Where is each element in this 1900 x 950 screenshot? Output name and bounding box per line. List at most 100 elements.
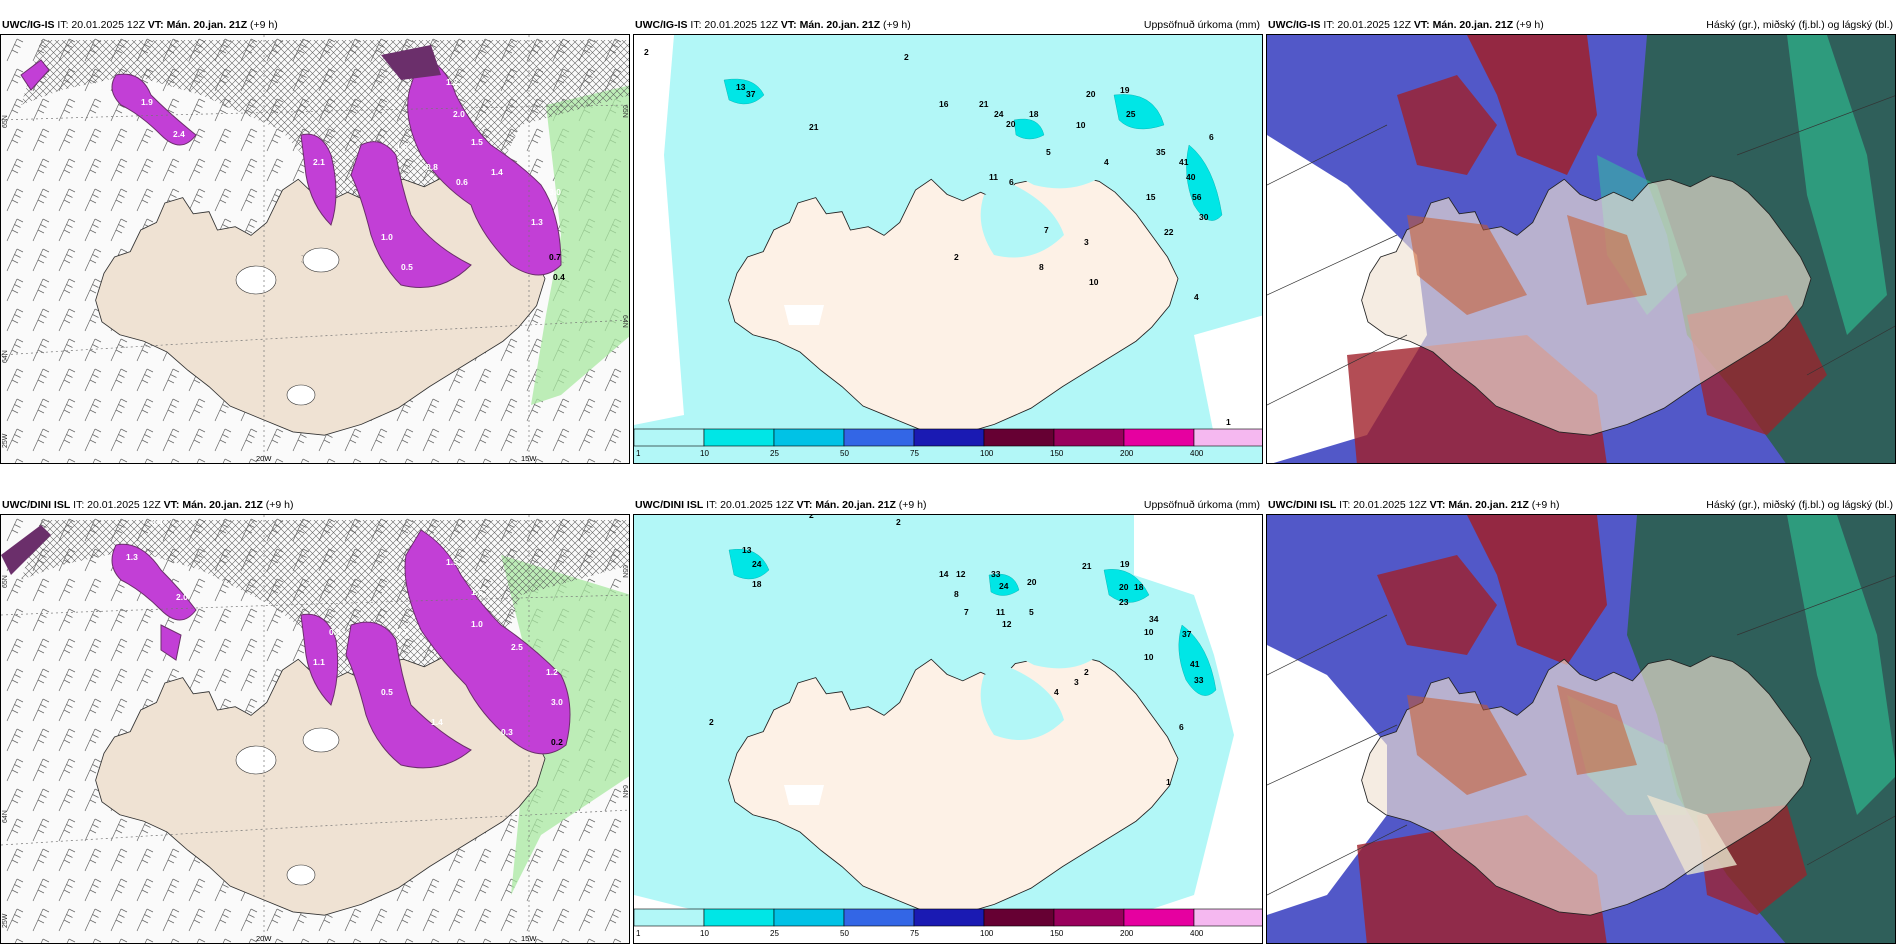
- lon-label: 15W: [521, 934, 537, 943]
- panel-header: UWC/IG-IS IT: 20.01.2025 12Z VT: Mán. 20…: [1266, 16, 1896, 34]
- precip-value: 41: [1179, 157, 1189, 167]
- precip-map: 2 2 13 24 18 14 12 33 24 20 21 19 20 18 …: [634, 515, 1262, 943]
- colorbar-tick-label: 400: [1190, 929, 1204, 938]
- precip-value: 10: [1076, 120, 1086, 130]
- colorbar-tick-label: 75: [910, 449, 919, 458]
- precip-value: 1.0: [381, 232, 393, 242]
- colorbar-swatch: [1193, 428, 1262, 447]
- lead-time: (+9 h): [1531, 499, 1560, 511]
- colorbar-swatch: [1053, 428, 1125, 447]
- colorbar-swatch: [913, 908, 985, 927]
- lon-edge-label: 25W: [2, 913, 9, 928]
- model-name: UWC/DINI ISL: [2, 499, 71, 511]
- map-frame[interactable]: [1266, 514, 1896, 944]
- colorbar-tick-label: 200: [1120, 449, 1134, 458]
- precip-value: 7: [964, 607, 969, 617]
- precip-value: 34: [1149, 614, 1159, 624]
- precip-value: 3.0: [549, 187, 561, 197]
- colorbar-tick-label: 150: [1050, 929, 1064, 938]
- precip-band-dark: [381, 45, 441, 80]
- lat-label-right: 65N: [621, 565, 628, 578]
- precip-value: 1.4: [431, 717, 443, 727]
- precip-band: [111, 73, 197, 146]
- precip-value: 4: [1104, 157, 1109, 167]
- precip-value: 1.6: [396, 142, 408, 152]
- colorbar-tick-label: 150: [1050, 449, 1064, 458]
- precip-band: [350, 141, 472, 288]
- precip-value: 2.4: [173, 129, 185, 139]
- colorbar-swatch: [703, 428, 775, 447]
- precip-value: 15: [1146, 192, 1156, 202]
- precip-value: 2.0: [453, 109, 465, 119]
- init-time: IT: 20.01.2025 12Z: [73, 499, 161, 511]
- precip-value: 1.5: [446, 557, 458, 567]
- precip-value: 13: [736, 82, 746, 92]
- map-panel-r2-wind: UWC/DINI ISL IT: 20.01.2025 12Z VT: Mán.…: [0, 496, 630, 944]
- precip-value: 16: [939, 99, 949, 109]
- precip-value: 2.5: [511, 642, 523, 652]
- colorbar-tick-label: 25: [770, 929, 779, 938]
- map-frame[interactable]: 1.2 2.0 1.5 0.8 0.6 1.9 2.4 1.4 1.0 0.5 …: [0, 34, 630, 464]
- colorbar-tick-label: 10: [700, 449, 709, 458]
- model-name: UWC/IG-IS: [635, 19, 688, 31]
- field-title: Uppsöfnuð úrkoma (mm): [1143, 19, 1260, 31]
- precip-value: 8: [954, 589, 959, 599]
- map-frame[interactable]: [1266, 34, 1896, 464]
- precip-value: 18: [752, 579, 762, 589]
- valid-time: Mán. 20.jan. 21Z: [1432, 19, 1514, 31]
- precip-value: 10: [1144, 627, 1154, 637]
- precip-band: [20, 59, 50, 91]
- precip-value: 11: [996, 607, 1005, 617]
- precip-value: 40: [1186, 172, 1196, 182]
- precip-value: 4: [1054, 687, 1059, 697]
- precip-value: 2: [1084, 667, 1089, 677]
- precip-value: 1: [1226, 417, 1231, 427]
- colorbar-swatch: [1053, 908, 1125, 927]
- precip-value: 12: [1002, 619, 1012, 629]
- colorbar-swatch: [634, 908, 705, 927]
- precip-value: 4: [1194, 292, 1199, 302]
- map-frame[interactable]: 2 2 37 21 16 21 24 20 18 20 19 10 25 35 …: [633, 34, 1263, 464]
- map-panel-r1-precip: UWC/IG-IS IT: 20.01.2025 12Z VT: Mán. 20…: [633, 16, 1263, 464]
- valid-time: Mán. 20.jan. 21Z: [182, 499, 263, 511]
- map-frame[interactable]: 0.4 1.3 2.0 1.5 1.6 1.0 0.8 2.5 1.4 0.5 …: [0, 514, 630, 944]
- precip-value: 2.1: [313, 157, 325, 167]
- front-band: [531, 85, 629, 405]
- field-title: Uppsöfnuð úrkoma (mm): [1143, 499, 1260, 511]
- precip-value: 30: [1199, 212, 1209, 222]
- colorbar-tick-label: 50: [840, 449, 849, 458]
- precip-value: 35: [1156, 147, 1166, 157]
- precip-value: 6: [1009, 177, 1014, 187]
- precip-value: 21: [809, 122, 819, 132]
- precip-value: 18: [1134, 582, 1144, 592]
- colorbar-tick-label: 100: [980, 929, 994, 938]
- precip-value: 0.8: [329, 627, 341, 637]
- precip-value: 1: [1166, 777, 1171, 787]
- valid-time-label: VT:: [796, 499, 813, 511]
- map-frame[interactable]: 2 2 13 24 18 14 12 33 24 20 21 19 20 18 …: [633, 514, 1263, 944]
- wind-map: 0.4 1.3 2.0 1.5 1.6 1.0 0.8 2.5 1.4 0.5 …: [1, 515, 629, 943]
- lat-label-right: 64N: [621, 315, 628, 328]
- map-panel-r2-precip: UWC/DINI ISL IT: 20.01.2025 12Z VT: Mán.…: [633, 496, 1263, 944]
- precip-value: 37: [746, 89, 756, 99]
- precip-value: 18: [1029, 109, 1039, 119]
- precip-value: 24: [752, 559, 762, 569]
- precip-value: 1.3: [126, 552, 138, 562]
- precip-value: 21: [1082, 561, 1092, 571]
- panel-header: UWC/DINI ISL IT: 20.01.2025 12Z VT: Mán.…: [0, 496, 630, 514]
- valid-time-label: VT:: [1413, 19, 1430, 31]
- lead-time: (+9 h): [883, 19, 911, 31]
- panel-header: UWC/DINI ISL IT: 20.01.2025 12Z VT: Mán.…: [1266, 496, 1896, 514]
- precip-value: 13: [742, 545, 752, 555]
- precip-value: 33: [1194, 675, 1204, 685]
- colorbar-tick-label: 100: [980, 449, 994, 458]
- precip-value: 33: [991, 569, 1001, 579]
- glacier-patch: [302, 247, 340, 273]
- colorbar-swatch: [703, 908, 775, 927]
- colorbar-swatch: [843, 908, 915, 927]
- lat-label-right: 64N: [621, 785, 628, 798]
- colorbar-swatch: [1123, 428, 1195, 447]
- precip-value: 1.0: [471, 619, 483, 629]
- precip-value: 20: [1086, 89, 1096, 99]
- precip-value: 41: [1190, 659, 1200, 669]
